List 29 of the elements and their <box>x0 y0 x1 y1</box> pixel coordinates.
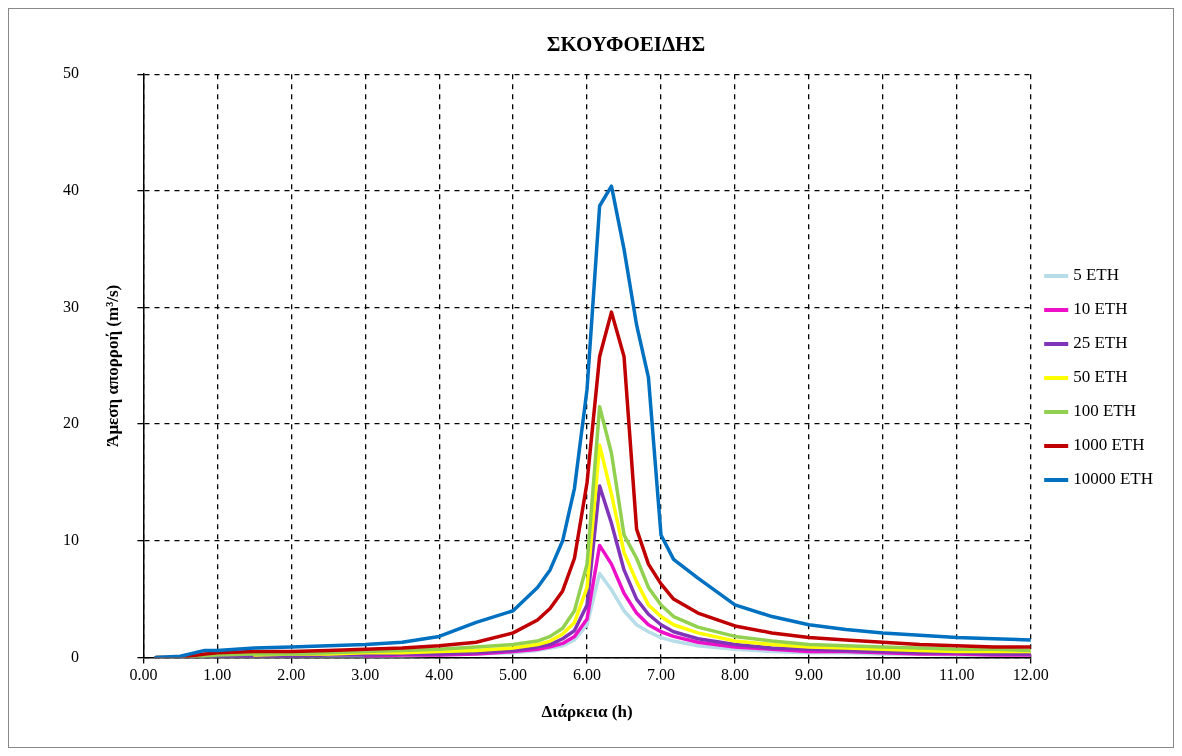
y-axis-title: Άμεση απορροή (m³/s) <box>102 284 122 447</box>
legend-label: 10 ETH <box>1073 299 1128 319</box>
legend-label: 5 ETH <box>1073 265 1119 285</box>
x-tick-label: 5.00 <box>499 666 528 684</box>
y-tick-label: 50 <box>63 64 79 82</box>
legend-label: 50 ETH <box>1073 367 1128 387</box>
x-tick-label: 6.00 <box>573 666 602 684</box>
x-tick-label: 4.00 <box>425 666 454 684</box>
x-tick-label: 3.00 <box>351 666 380 684</box>
x-tick-label: 0.00 <box>129 666 158 684</box>
x-tick-label: 2.00 <box>277 666 306 684</box>
x-tick-label: 9.00 <box>794 666 823 684</box>
y-tick-label: 20 <box>63 414 79 432</box>
x-tick-label: 1.00 <box>203 666 232 684</box>
x-tick-label: 12.00 <box>1012 666 1049 684</box>
chart-title: ΣΚΟΥΦΟΕΙΔΗΣ <box>546 32 706 57</box>
y-tick-label: 10 <box>63 530 79 548</box>
y-tick-label: 0 <box>71 647 79 665</box>
x-tick-label: 7.00 <box>646 666 675 684</box>
y-tick-label: 40 <box>63 181 79 199</box>
legend-label: 100 ETH <box>1073 401 1136 421</box>
legend-label: 10000 ETH <box>1073 469 1153 489</box>
x-tick-label: 10.00 <box>864 666 901 684</box>
y-tick-label: 30 <box>63 297 79 315</box>
legend-label: 1000 ETH <box>1073 435 1145 455</box>
x-tick-label: 11.00 <box>939 666 975 684</box>
x-tick-label: 8.00 <box>720 666 749 684</box>
x-axis-title: Διάρκεια (h) <box>541 702 633 722</box>
legend-label: 25 ETH <box>1073 333 1128 353</box>
